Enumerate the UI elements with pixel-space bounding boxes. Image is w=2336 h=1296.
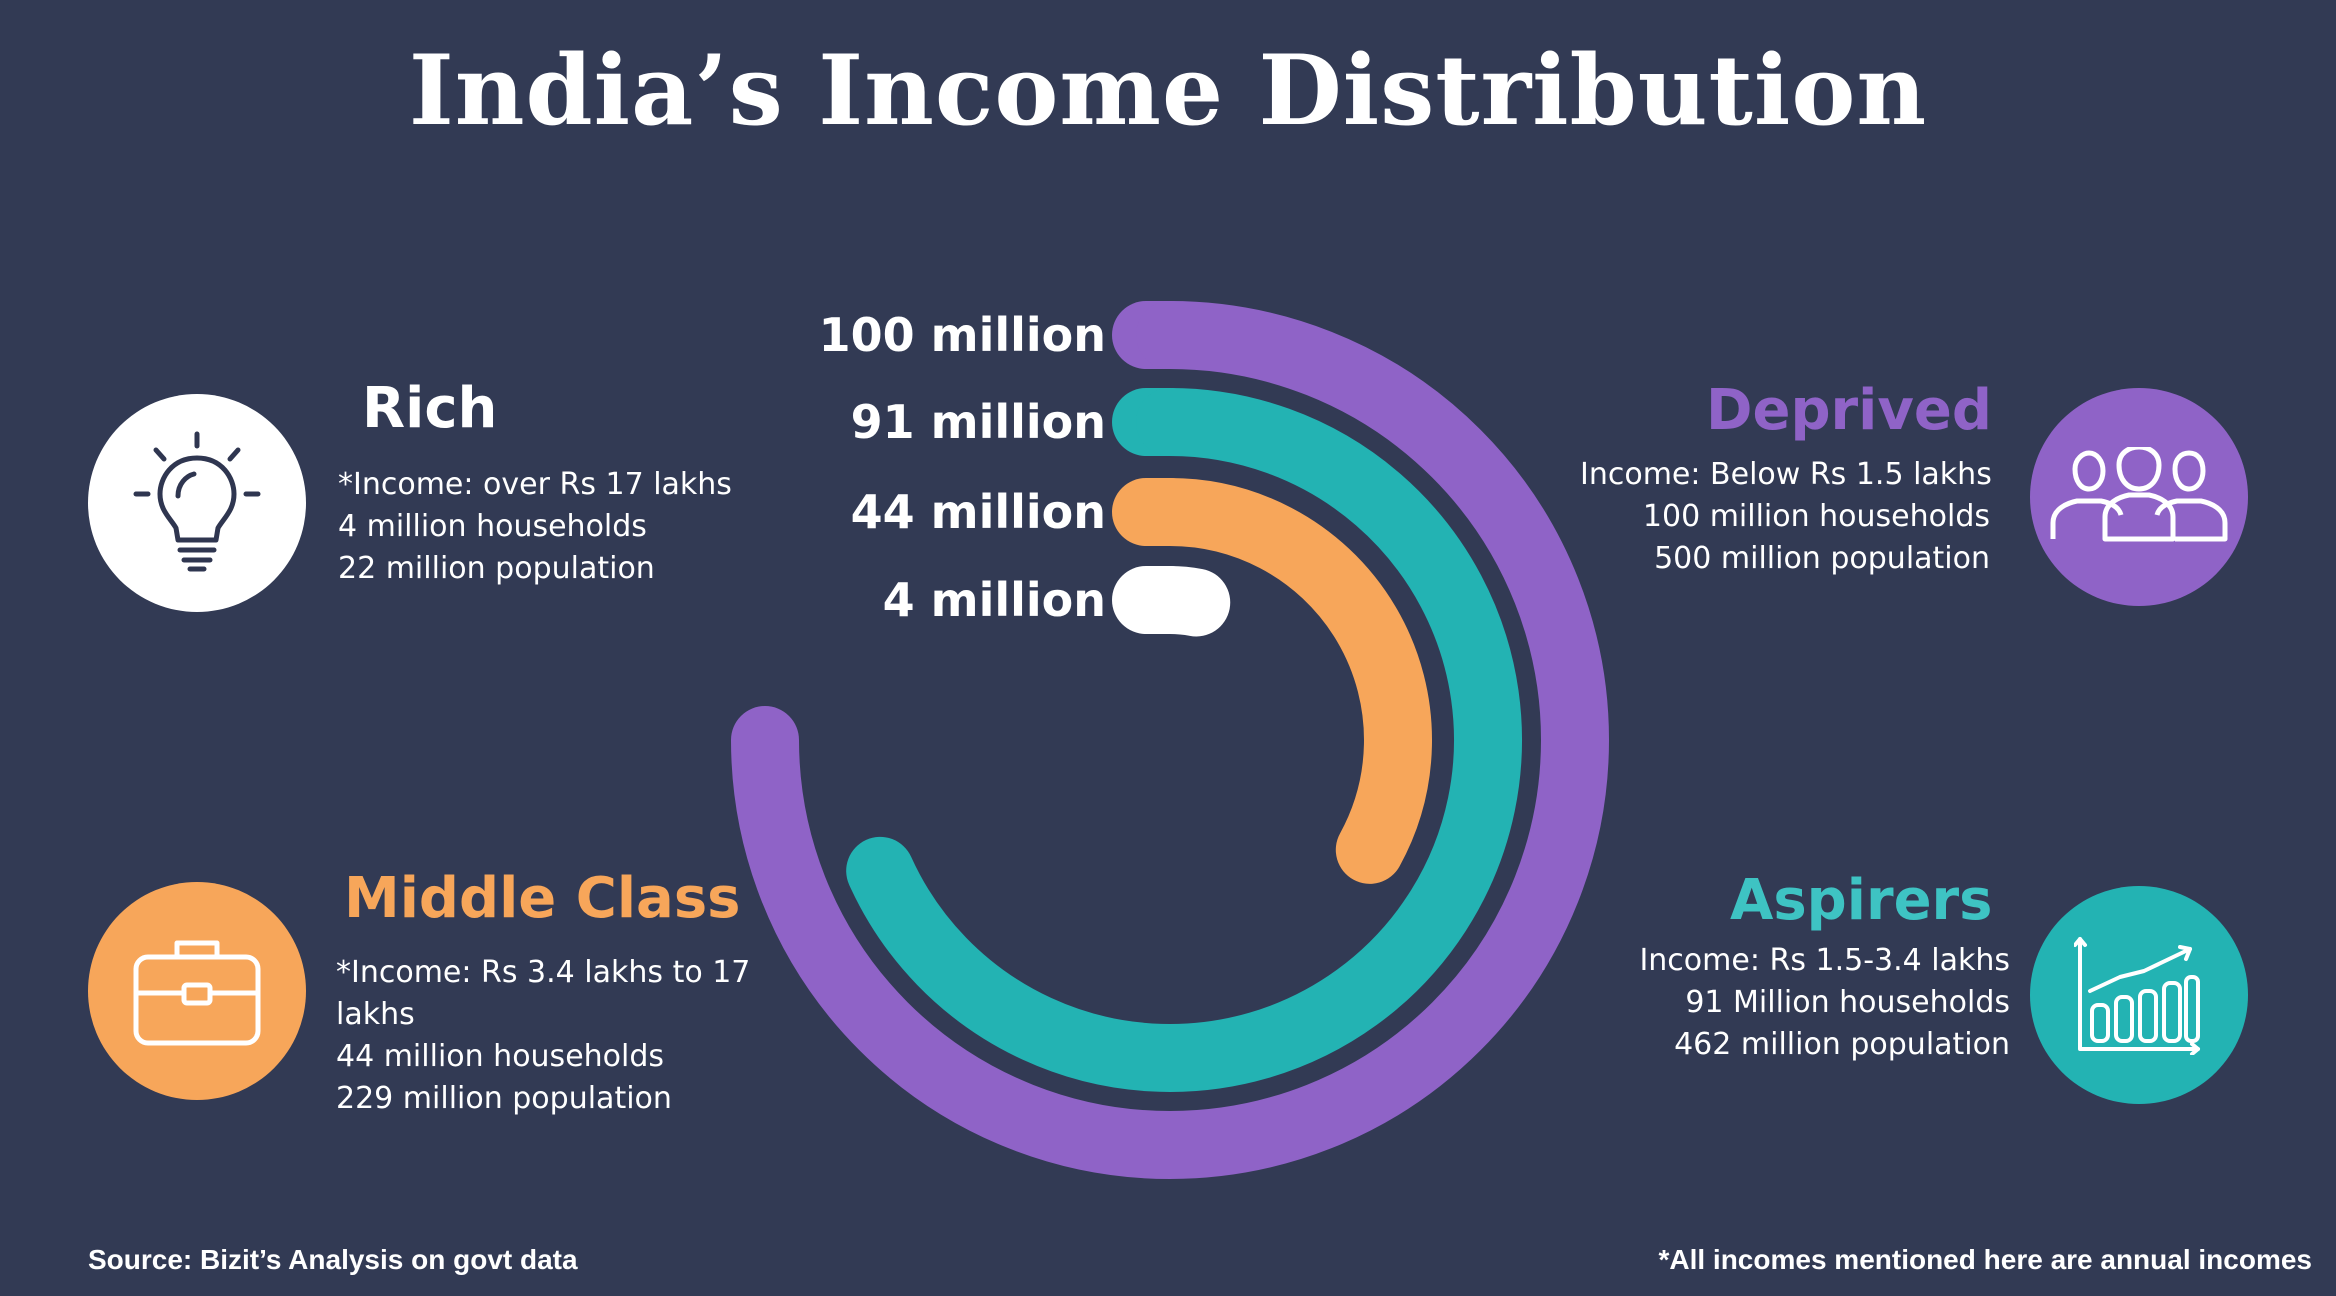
deprived-icon-circle xyxy=(2030,388,2248,606)
middle-class-income: *Income: Rs 3.4 lakhs to 17 xyxy=(336,955,751,990)
middle-class-value-label: 44 million xyxy=(851,485,1106,539)
deprived-details: Income: Below Rs 1.5 lakhs 100 million h… xyxy=(1580,454,1992,580)
middle-class-radial-bar xyxy=(1136,478,1432,884)
lightbulb-icon xyxy=(133,431,261,572)
annual-income-note: *All incomes mentioned here are annual i… xyxy=(1658,1244,2312,1275)
middle-class-income-cont: lakhs xyxy=(336,997,415,1032)
rich-value-label: 4 million xyxy=(883,573,1106,627)
people-icon xyxy=(2050,447,2228,542)
aspirers-value-label: 91 million xyxy=(851,395,1106,449)
middle-class-population: 229 million population xyxy=(336,1081,672,1116)
briefcase-icon xyxy=(133,940,261,1046)
rich-radial-bar xyxy=(1136,566,1231,637)
middle-class-title: Middle Class xyxy=(344,866,741,931)
page-title: India’s Income Distribution xyxy=(408,34,1928,147)
deprived-radial-bar xyxy=(731,301,1609,1179)
deprived-households: 100 million households xyxy=(1642,499,1990,534)
deprived-population: 500 million population xyxy=(1654,541,1990,576)
deprived-value-label: 100 million xyxy=(819,308,1106,362)
middle-class-icon-circle xyxy=(88,882,306,1100)
growth-chart-icon xyxy=(2074,937,2200,1055)
deprived-income: Income: Below Rs 1.5 lakhs xyxy=(1580,457,1992,492)
rich-title: Rich xyxy=(362,376,498,441)
deprived-title: Deprived xyxy=(1706,378,1992,443)
middle-class-details: *Income: Rs 3.4 lakhs to 17 lakhs 44 mil… xyxy=(336,952,750,1120)
rich-icon-circle xyxy=(88,394,306,612)
rich-income: *Income: over Rs 17 lakhs xyxy=(338,467,732,502)
rich-population: 22 million population xyxy=(338,551,655,586)
rich-details: *Income: over Rs 17 lakhs 4 million hous… xyxy=(338,464,732,590)
aspirers-radial-bar xyxy=(846,388,1522,1092)
middle-class-households: 44 million households xyxy=(336,1039,665,1074)
aspirers-population: 462 million population xyxy=(1674,1027,2010,1062)
aspirers-details: Income: Rs 1.5-3.4 lakhs 91 Million hous… xyxy=(1600,940,2010,1066)
aspirers-icon-circle xyxy=(2030,886,2248,1104)
rich-households: 4 million households xyxy=(338,509,647,544)
aspirers-income: Income: Rs 1.5-3.4 lakhs xyxy=(1639,943,2010,978)
aspirers-title: Aspirers xyxy=(1730,868,1993,933)
source-note: Source: Bizit’s Analysis on govt data xyxy=(88,1244,578,1275)
aspirers-households: 91 Million households xyxy=(1685,985,2010,1020)
